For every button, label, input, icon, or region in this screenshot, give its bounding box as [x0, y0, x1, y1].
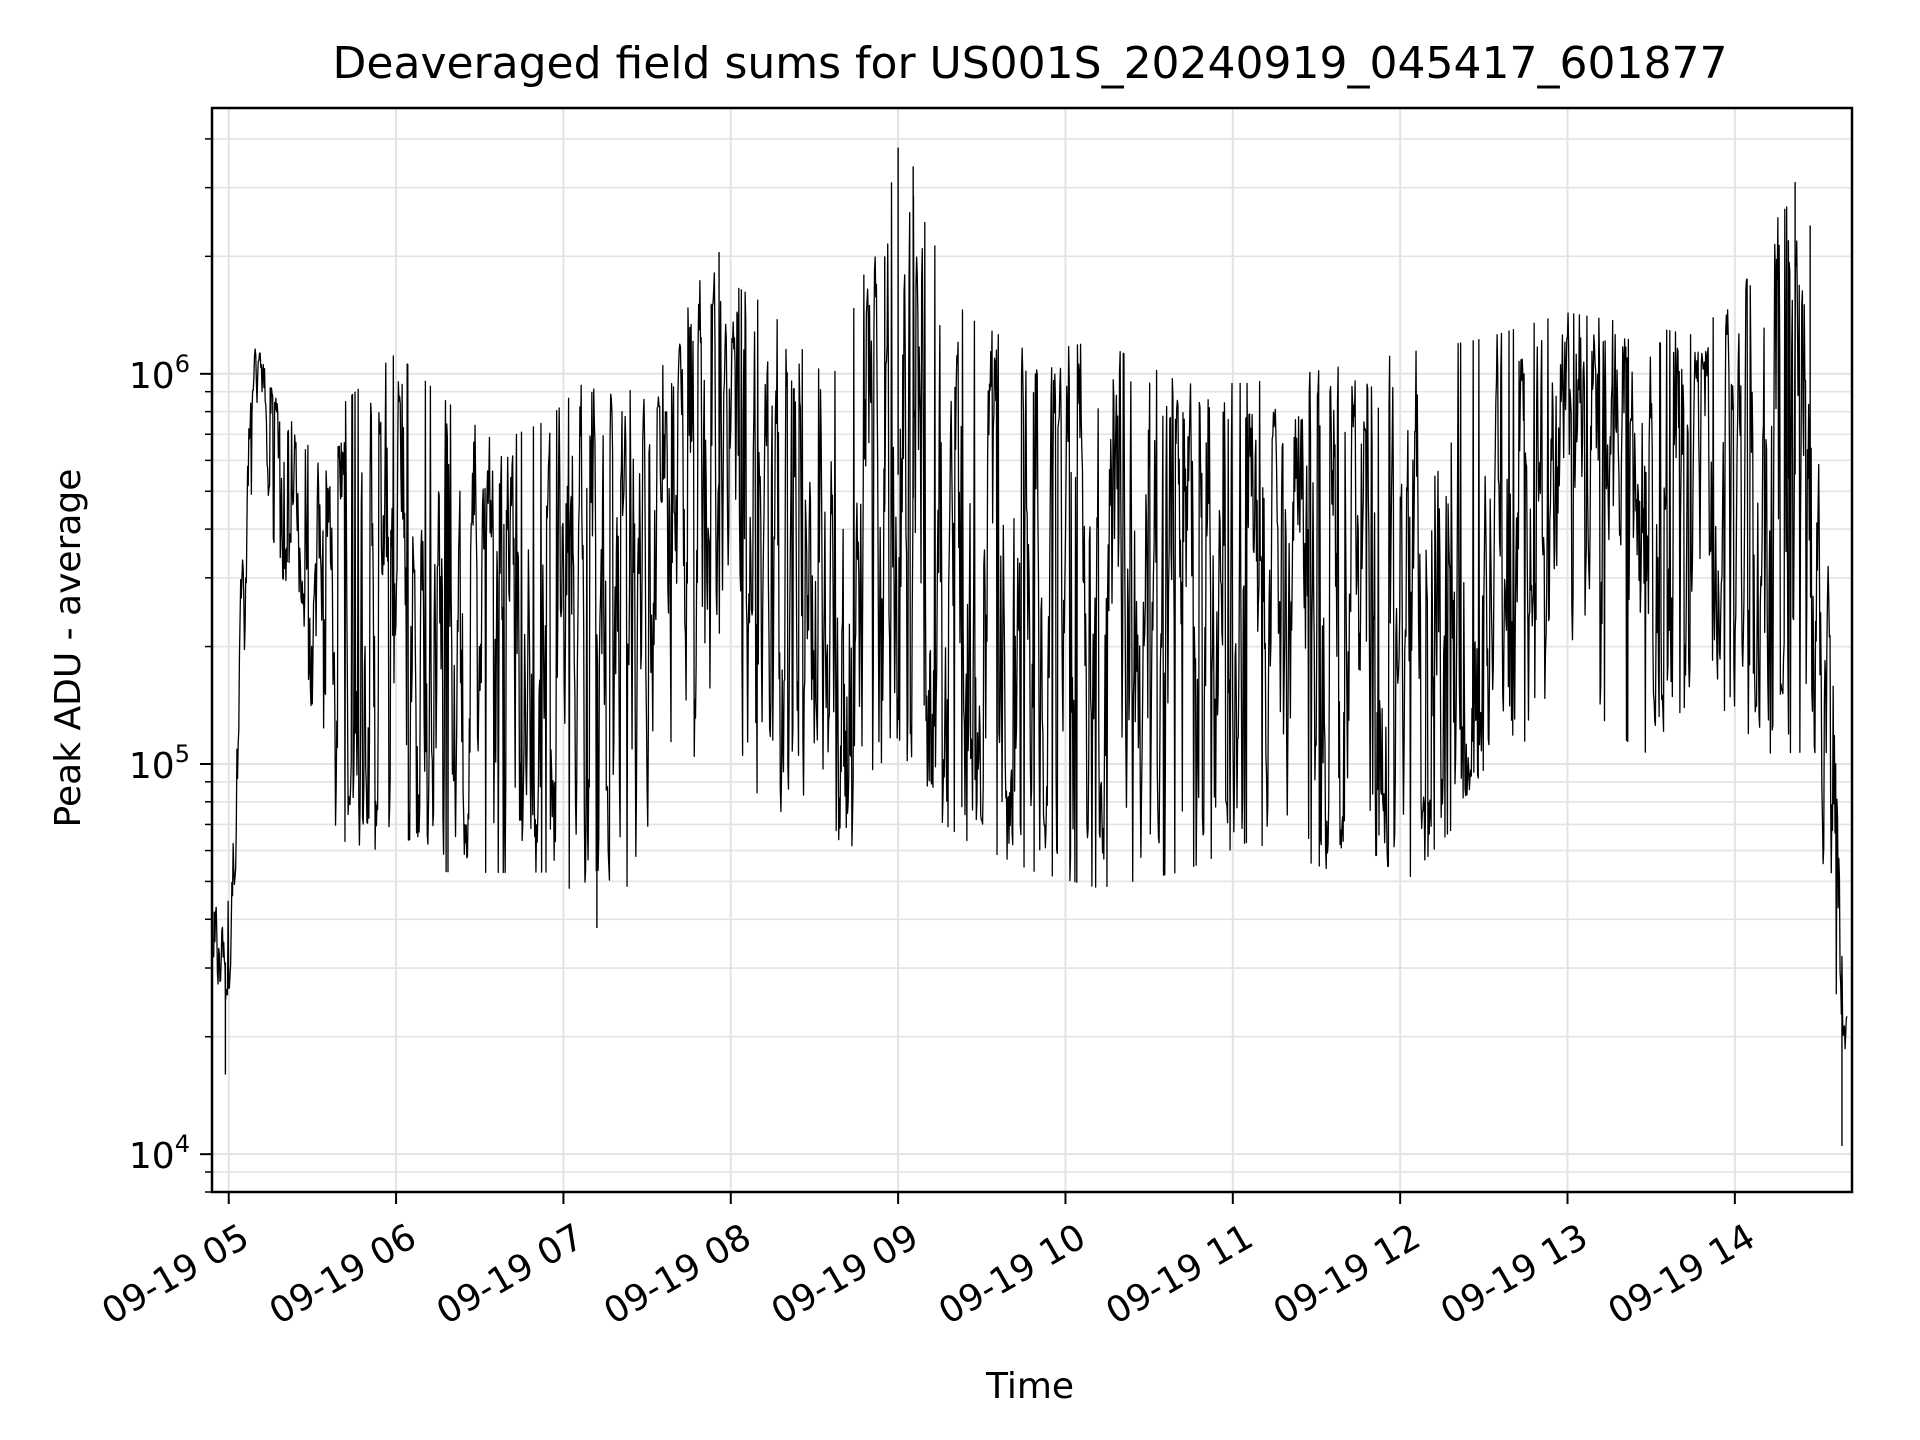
data-layer: [213, 147, 1848, 1146]
y-tick-label: 106: [129, 350, 190, 397]
y-tick-label: 104: [129, 1130, 190, 1177]
series-line: [213, 182, 1848, 1050]
y-tick-exponent: 4: [175, 1130, 190, 1158]
y-tick-exponent: 5: [175, 740, 190, 768]
y-tick-base: 10: [129, 746, 175, 787]
y-tick-base: 10: [129, 356, 175, 397]
x-axis-label: Time: [985, 1366, 1074, 1407]
chart-title: Deaveraged field sums for US001S_2024091…: [333, 38, 1728, 89]
y-tick-exponent: 6: [175, 350, 190, 378]
y-tick-label: 105: [129, 740, 190, 787]
y-axis-label: Peak ADU - average: [48, 469, 89, 828]
plot-frame: [210, 106, 1854, 1194]
y-tick-base: 10: [129, 1136, 175, 1177]
